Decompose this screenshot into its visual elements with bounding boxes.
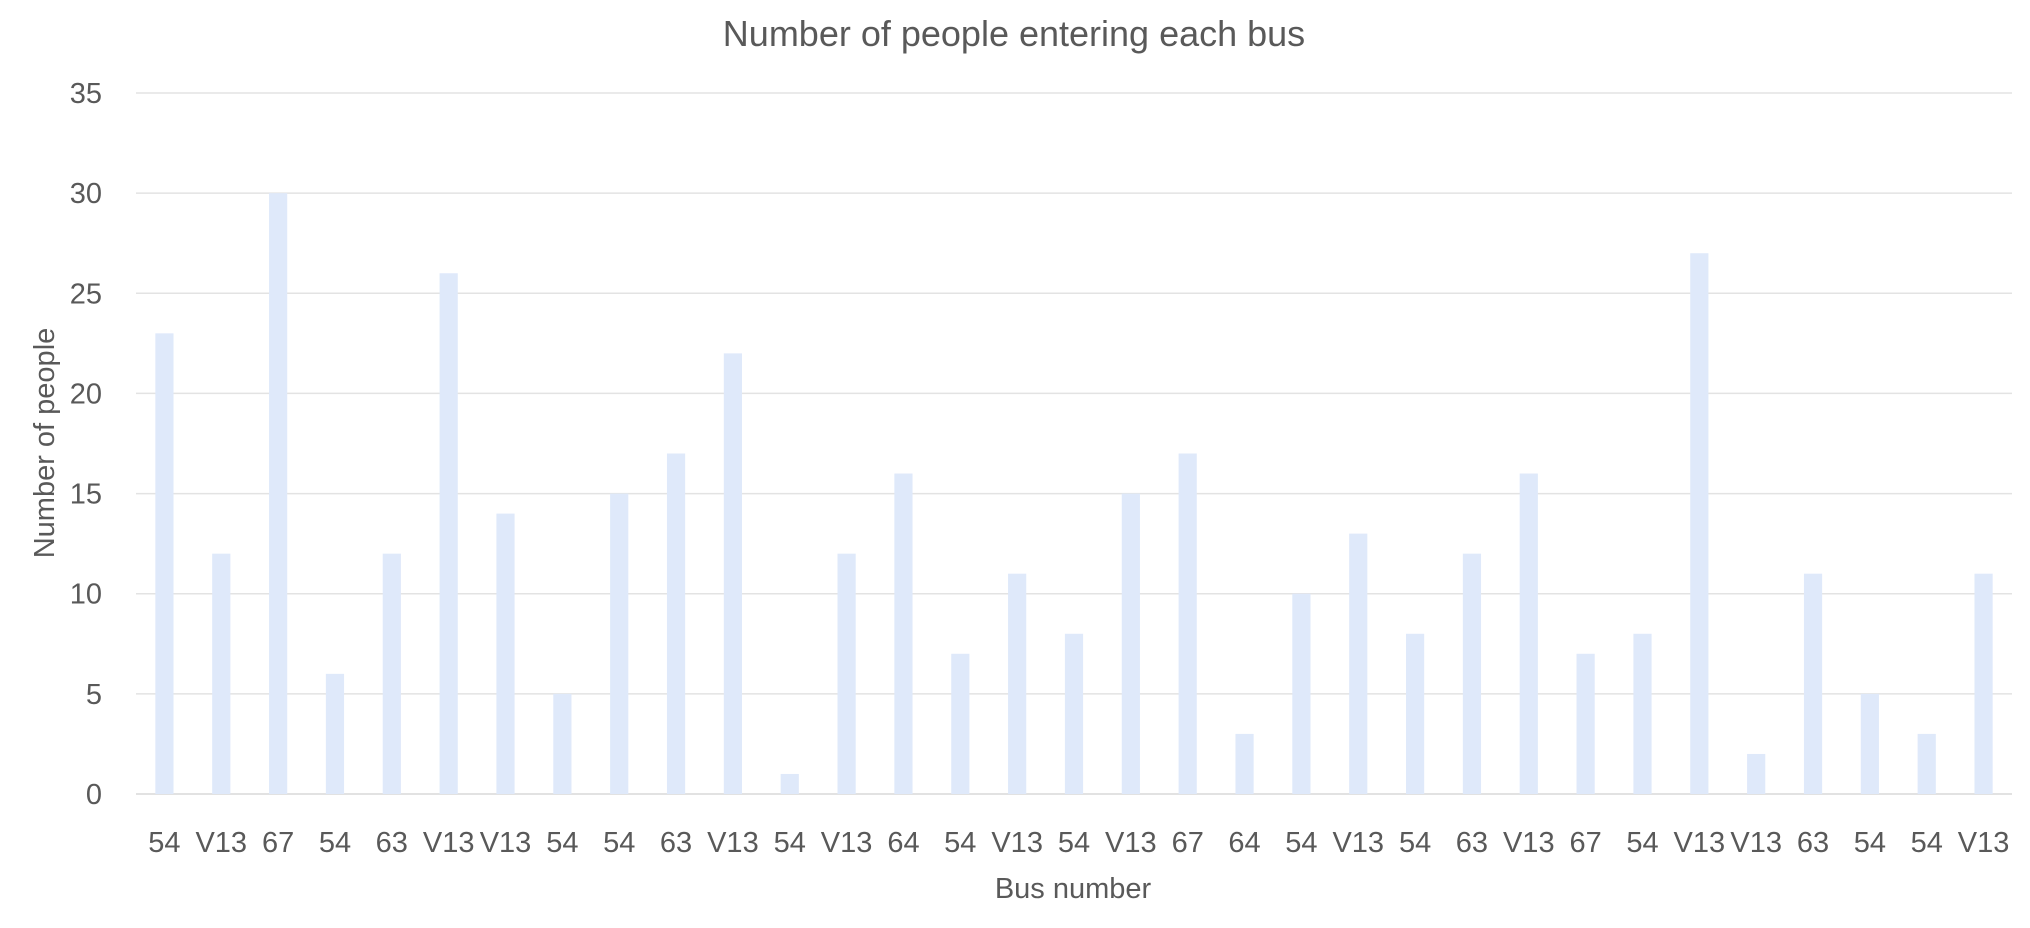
bar [666, 453, 686, 794]
bar [155, 333, 174, 794]
bar [723, 353, 743, 794]
bar [1576, 653, 1595, 794]
x-tick-label: 54 [1285, 827, 1317, 859]
x-tick-label: 64 [1228, 827, 1260, 859]
x-tick-label: V13 [1105, 827, 1157, 859]
y-tick-label: 25 [70, 278, 102, 310]
x-tick-label: 54 [1911, 827, 1943, 859]
x-tick-label: 63 [1797, 827, 1829, 859]
x-tick-label: V13 [1332, 827, 1384, 859]
x-tick-label: 54 [319, 827, 351, 859]
x-tick-label: 67 [1172, 827, 1204, 859]
x-tick-label: V13 [195, 827, 247, 859]
bar [325, 673, 345, 794]
bar [1235, 733, 1254, 794]
y-tick-label: 15 [70, 479, 102, 511]
x-tick-label: 54 [603, 827, 635, 859]
x-tick-label: 54 [1058, 827, 1090, 859]
x-tick-label: 64 [887, 827, 919, 859]
y-axis-title: Number of people [29, 328, 61, 559]
bar [1292, 593, 1311, 794]
y-tick-label: 0 [86, 779, 102, 811]
bar [1690, 253, 1709, 794]
x-tick-label: V13 [821, 827, 873, 859]
x-axis-title: Bus number [995, 873, 1152, 905]
bar [1349, 533, 1368, 794]
bar [1860, 693, 1879, 794]
x-tick-label: V13 [1674, 827, 1726, 859]
bar [951, 653, 970, 794]
bar [212, 553, 231, 794]
x-tick-label: 54 [944, 827, 976, 859]
bar [894, 473, 913, 794]
bar [1803, 573, 1823, 794]
y-tick-label: 10 [70, 579, 102, 611]
bar [1008, 573, 1027, 794]
y-tick-label: 35 [70, 78, 102, 110]
bar [382, 553, 401, 794]
bar [1462, 553, 1482, 794]
bar [553, 693, 572, 794]
bar [1064, 633, 1084, 794]
x-tick-label: 63 [1456, 827, 1488, 859]
bar [1121, 493, 1140, 794]
chart-title: Number of people entering each bus [723, 13, 1305, 54]
bar [1519, 473, 1538, 794]
bar [269, 193, 288, 795]
x-tick-label: 54 [774, 827, 806, 859]
y-tick-label: 20 [70, 378, 102, 410]
bar [780, 773, 799, 794]
bar [496, 513, 515, 794]
x-tick-label: 63 [660, 827, 692, 859]
bar [837, 553, 856, 794]
bar [1747, 753, 1766, 794]
x-tick-label: V13 [707, 827, 759, 859]
x-tick-label: 54 [1626, 827, 1658, 859]
bar [1178, 453, 1197, 794]
x-tick-label: V13 [423, 827, 475, 859]
x-tick-label: 63 [376, 827, 408, 859]
y-tick-labels: 0 5 10 15 20 25 30 35 [70, 78, 102, 811]
bar [439, 273, 458, 794]
x-tick-label: 67 [262, 827, 294, 859]
x-tick-label: 54 [1399, 827, 1431, 859]
bar [610, 493, 629, 794]
x-tick-label: V13 [991, 827, 1043, 859]
bars [155, 193, 1993, 795]
x-tick-label: 54 [546, 827, 578, 859]
x-tick-label: V13 [1503, 827, 1555, 859]
x-tick-label: V13 [1730, 827, 1782, 859]
x-tick-label: V13 [480, 827, 532, 859]
bar [1633, 633, 1652, 794]
bar [1405, 633, 1425, 794]
y-tick-label: 5 [86, 679, 102, 711]
x-tick-label: 54 [1854, 827, 1886, 859]
bar [1917, 733, 1936, 794]
x-tick-label: 67 [1570, 827, 1602, 859]
x-tick-label: 54 [148, 827, 180, 859]
x-tick-labels: 54 V13 67 54 63 V13 V13 54 54 63 V13 54 V13 64 54 V13 54… [148, 827, 2009, 859]
x-tick-label: V13 [1958, 827, 2010, 859]
y-tick-label: 30 [70, 178, 102, 210]
bar [1974, 573, 1993, 794]
